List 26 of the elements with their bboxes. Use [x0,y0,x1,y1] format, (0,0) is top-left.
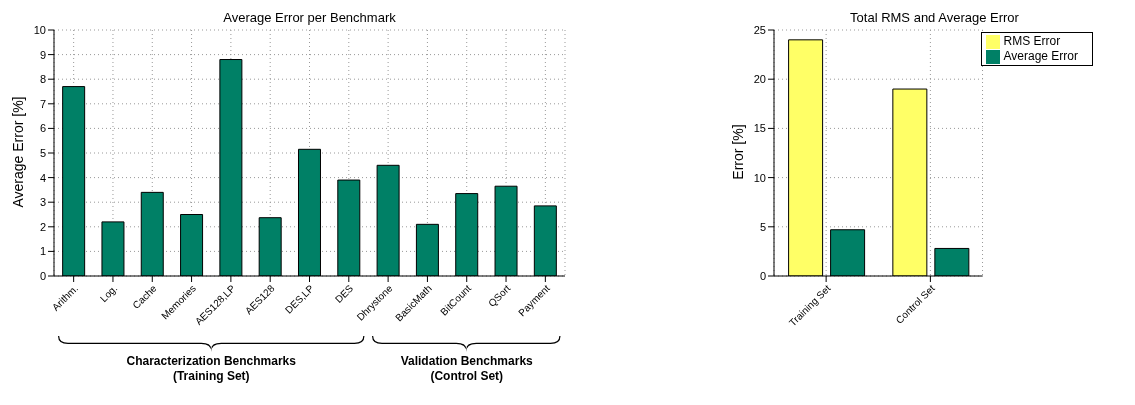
y-tick-label: 6 [39,122,46,135]
legend-label: Average Error [1003,48,1078,63]
chart-title: Total RMS and Average Error [849,10,1020,25]
text: Characterization Benchmarks (Training Set) [125,354,297,384]
y-tick-label: 5 [39,146,46,159]
y-tick-label: 1 [39,245,46,258]
legend-label: RMS Error [1003,34,1061,48]
y-tick-label: 8 [39,73,46,86]
y-tick-label: 20 [753,73,766,86]
chart-title: Average Error per Benchmark [222,10,397,25]
y-tick-label: 25 [753,23,766,36]
x-tick-label: Log. [97,282,120,305]
y-axis-title: Error [%] [730,123,746,182]
y-tick-label: 4 [39,171,46,184]
y-axis-title: Average Error [%] [10,95,26,210]
y-tick-label: 10 [753,171,766,184]
text: Validation Benchmarks (Control Set) [399,354,534,384]
y-tick-label: 5 [759,220,766,233]
y-tick-label: 7 [39,97,46,110]
y-tick-label: 10 [33,23,46,36]
y-tick-label: 0 [759,269,766,282]
y-tick-label: 9 [39,48,46,61]
y-tick-label: 2 [39,220,46,233]
y-tick-label: 15 [753,122,766,135]
y-tick-label: 3 [39,196,46,209]
y-tick-label: 0 [39,269,46,282]
